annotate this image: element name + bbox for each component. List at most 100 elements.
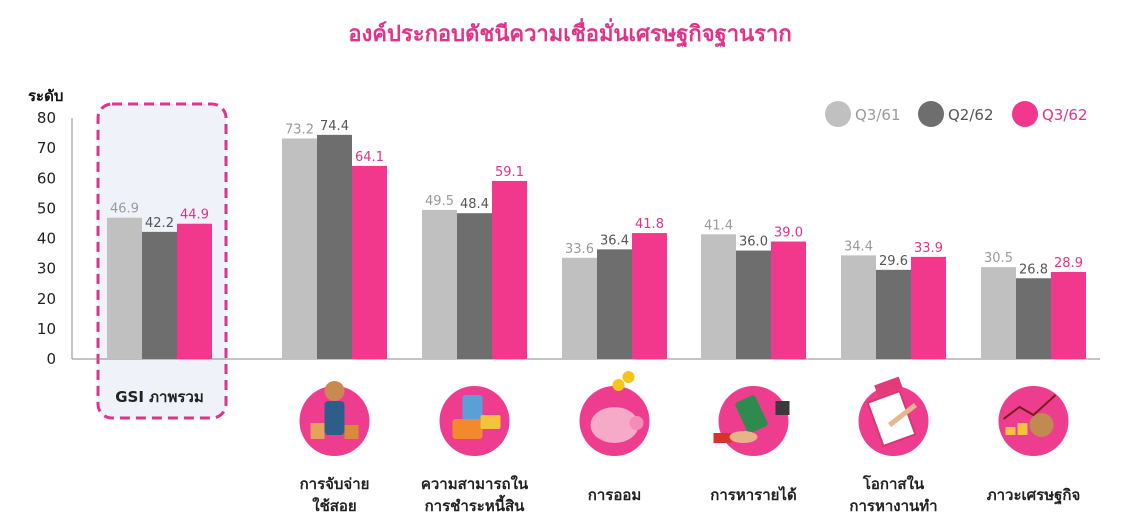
icon-part <box>590 407 639 443</box>
legend-marker <box>918 101 944 127</box>
category-label: ภาวะเศรษฐกิจ <box>987 486 1081 505</box>
bar <box>142 231 177 359</box>
category-label: ใช้สอย <box>312 497 356 515</box>
data-label: 64.1 <box>355 150 384 165</box>
job-application-icon <box>858 376 929 456</box>
icon-part <box>1029 413 1054 437</box>
payment-cards-icon <box>439 386 510 456</box>
data-label: 33.9 <box>914 241 943 256</box>
bar <box>562 257 597 359</box>
y-axis-label: ระดับ <box>28 87 63 105</box>
bar <box>736 250 771 359</box>
y-tick-label: 10 <box>37 320 56 338</box>
data-label: 42.2 <box>145 216 174 231</box>
data-label: 41.8 <box>635 217 664 232</box>
y-tick-label: 70 <box>37 139 56 157</box>
y-tick-label: 40 <box>37 230 56 248</box>
bar <box>492 180 527 359</box>
icon-part <box>735 395 768 434</box>
icon-part <box>344 425 359 439</box>
bar <box>701 234 736 359</box>
icon-part <box>629 416 644 430</box>
bar <box>876 269 911 359</box>
data-label: 73.2 <box>285 122 314 137</box>
money-hand-icon <box>713 386 790 456</box>
data-label: 46.9 <box>110 202 139 217</box>
legend-marker <box>1012 101 1038 127</box>
category-label: การชำระหนี้สิน <box>425 494 526 515</box>
icon-part <box>874 376 903 397</box>
economy-growth-icon <box>998 386 1069 456</box>
legend-label: Q3/61 <box>855 106 901 124</box>
chart-title: องค์ประกอบดัชนีความเชื่อมั่นเศรษฐกิจฐานร… <box>348 17 791 48</box>
category-icons <box>299 371 1069 456</box>
shopping-woman-icon <box>299 381 370 456</box>
data-label: 29.6 <box>879 254 908 269</box>
legend: Q3/61 Q2/62 Q3/62 <box>825 101 1088 127</box>
icon-part <box>324 401 345 435</box>
data-label: 48.4 <box>460 197 489 212</box>
piggy-bank-icon <box>579 371 650 456</box>
bar <box>457 213 492 359</box>
category-label: การจับจ่าย <box>300 475 370 493</box>
bar <box>841 255 876 359</box>
icon-part <box>887 403 918 427</box>
icon-part <box>775 401 790 415</box>
bar <box>352 165 387 359</box>
legend-label: Q2/62 <box>948 106 994 124</box>
data-label: 39.0 <box>774 226 803 241</box>
bar <box>282 138 317 359</box>
data-label: 59.1 <box>495 165 524 180</box>
data-label: 36.4 <box>600 233 629 248</box>
data-label: 26.8 <box>1019 262 1048 277</box>
y-tick-label: 60 <box>37 169 56 187</box>
bars <box>107 134 1086 359</box>
data-label: 33.6 <box>565 242 594 257</box>
bar <box>107 217 142 359</box>
data-label: 28.9 <box>1054 256 1083 271</box>
icon-part <box>1005 427 1016 435</box>
data-label: 41.4 <box>704 218 733 233</box>
data-label: 30.5 <box>984 251 1013 266</box>
bar <box>911 256 946 359</box>
category-label: การหารายได้ <box>710 485 796 504</box>
icon-part <box>713 433 732 443</box>
icon-part <box>452 419 483 439</box>
data-label: 49.5 <box>425 194 454 209</box>
category-label: โอกาสใน <box>862 474 925 493</box>
bar <box>317 134 352 359</box>
bar <box>597 249 632 359</box>
icon-part <box>612 379 625 391</box>
y-tick-label: 50 <box>37 199 56 217</box>
y-tick-label: 20 <box>37 290 56 308</box>
bar <box>632 233 667 359</box>
bar <box>422 209 457 359</box>
bar <box>177 223 212 359</box>
icon-part <box>324 381 345 401</box>
legend-label: Q3/62 <box>1042 106 1088 124</box>
data-label: 74.4 <box>320 119 349 134</box>
icon-part <box>310 423 325 439</box>
y-tick-label: 0 <box>46 350 56 368</box>
bar <box>1051 271 1086 359</box>
data-label: 44.9 <box>180 208 209 223</box>
category-label: ความสามารถใน <box>421 475 529 493</box>
bar <box>981 267 1016 359</box>
y-tick-label: 80 <box>37 109 56 127</box>
icon-part <box>480 415 501 429</box>
category-label: การหางานทำ <box>849 497 937 515</box>
icon-part <box>729 431 758 443</box>
data-label: 36.0 <box>739 235 768 250</box>
category-label: GSI ภาพรวม <box>115 388 203 406</box>
y-tick-label: 30 <box>37 260 56 278</box>
legend-marker <box>825 101 851 127</box>
category-label: การออม <box>588 486 641 504</box>
icon-part <box>622 371 635 383</box>
bar <box>1016 278 1051 359</box>
data-label: 34.4 <box>844 239 873 254</box>
bar <box>771 241 806 359</box>
data-labels: 46.9 73.2 49.5 33.6 41.4 34.4 30.5 42.2 74.4 48.4… <box>110 119 1083 277</box>
icon-part <box>1017 423 1028 435</box>
